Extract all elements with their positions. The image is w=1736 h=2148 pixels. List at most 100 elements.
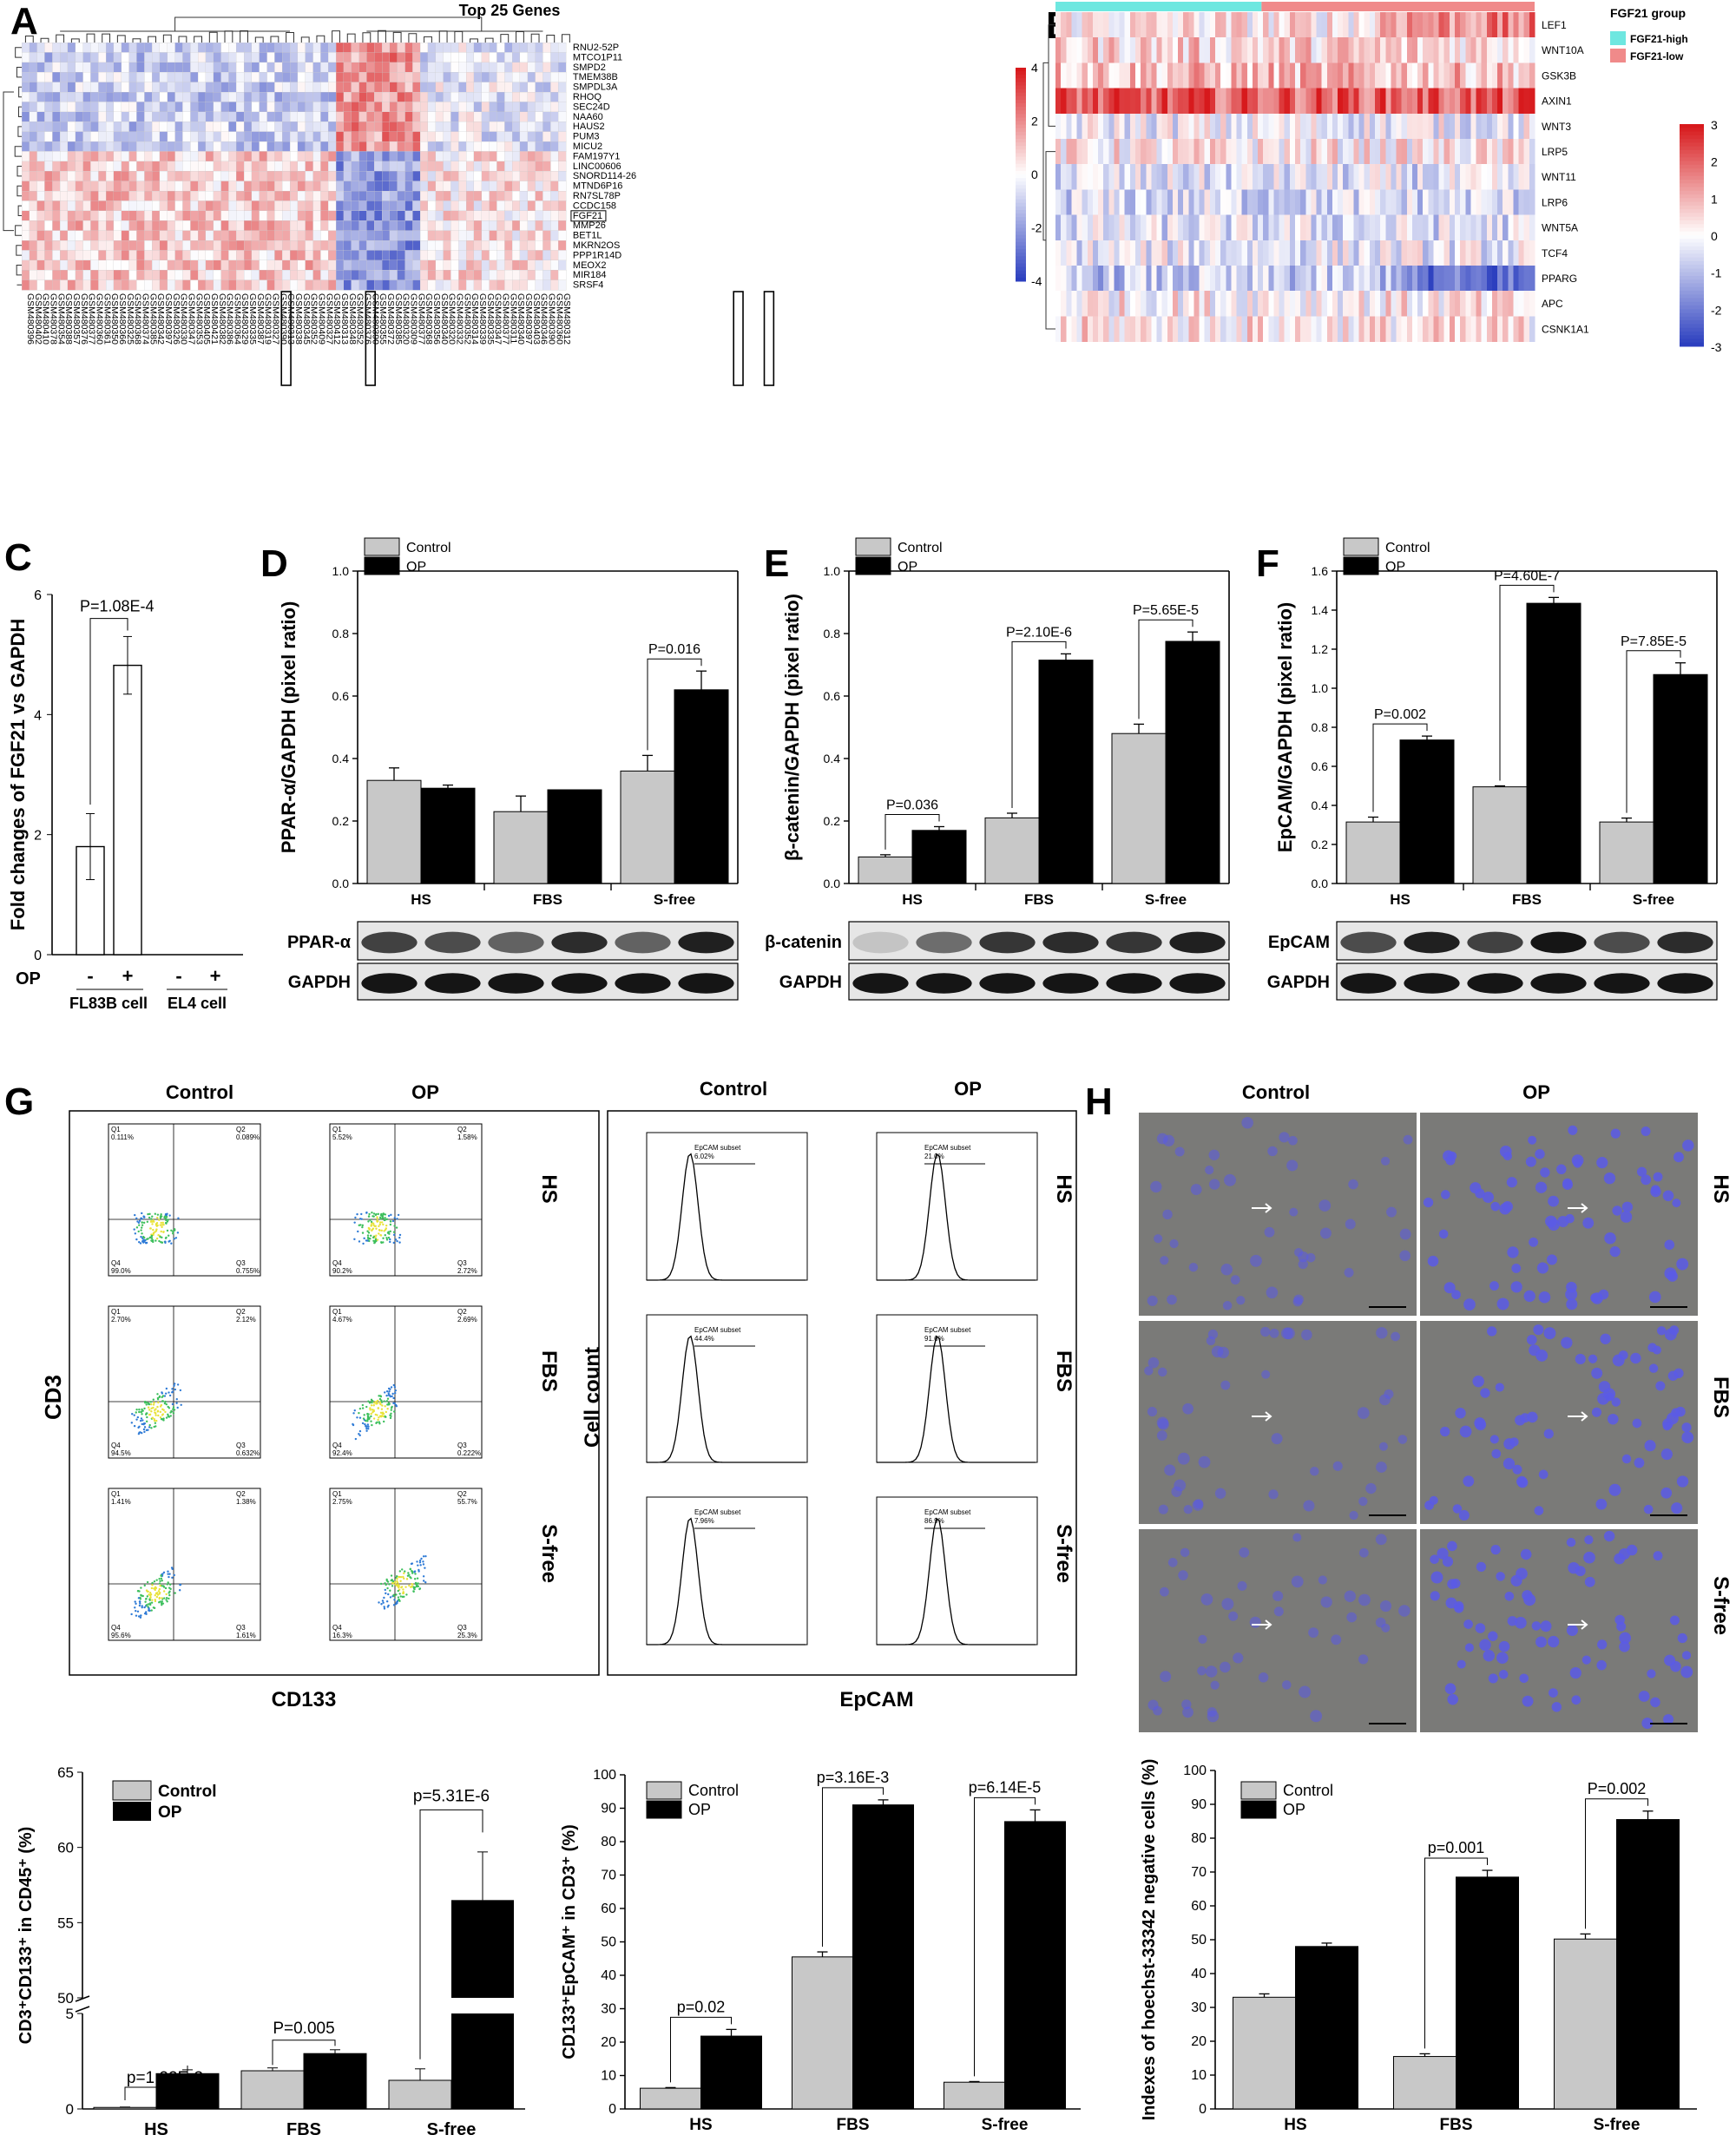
heatmap-cell [1082, 113, 1088, 140]
heatmap-cell [320, 270, 329, 281]
heatmap-cell [412, 161, 421, 172]
heatmap-cell [259, 220, 268, 232]
subset-pct: 7.96% [694, 1517, 714, 1525]
heatmap-cell [335, 181, 345, 192]
cell-nucleus [1358, 1654, 1369, 1665]
sample-label: GSM480390 [546, 293, 556, 345]
heatmap-cell [412, 270, 421, 281]
y-tick-label: 0.2 [332, 814, 350, 828]
heatmap-cell [1241, 266, 1248, 292]
heatmap-cell [113, 62, 122, 73]
event-dot [369, 1238, 372, 1240]
heatmap-cell [1518, 88, 1525, 114]
heatmap-cell [312, 131, 321, 142]
event-dot [396, 1218, 398, 1220]
heatmap-cell [1316, 37, 1323, 63]
gapdh-band [1404, 973, 1460, 994]
heatmap-cell [44, 259, 53, 271]
heatmap-cell [404, 240, 413, 251]
heatmap-cell [1076, 62, 1083, 89]
heatmap-cell [251, 250, 260, 261]
event-dot [152, 1398, 155, 1401]
heatmap-cell [435, 151, 444, 162]
heatmap-cell [44, 72, 53, 83]
event-dot [165, 1596, 168, 1600]
heatmap-cell [121, 200, 130, 212]
heatmap-cell [1082, 189, 1088, 215]
heatmap-cell [159, 270, 168, 281]
heatmap-cell [1417, 291, 1424, 317]
y-tick-label: 65 [57, 1764, 74, 1781]
subset-label: EpCAM subset [694, 1326, 741, 1334]
event-dot [165, 1222, 168, 1225]
legend-control-swatch [364, 537, 400, 556]
heatmap-cell [121, 171, 130, 182]
heatmap-cell [527, 240, 536, 251]
cell-nucleus [1162, 1134, 1175, 1146]
heatmap-cell [1385, 12, 1391, 38]
heatmap-cell [1076, 164, 1083, 190]
heatmap-cell [205, 122, 214, 133]
heatmap-cell [182, 259, 191, 271]
heatmap-cell [1209, 291, 1216, 317]
heatmap-cell [128, 91, 137, 102]
heatmap-cell [1529, 240, 1535, 266]
heatmap-cell [274, 82, 283, 93]
heatmap-cell [435, 122, 444, 133]
scale-gradient-step [1680, 154, 1704, 158]
heatmap-cell [52, 181, 61, 192]
cell-nucleus [1522, 1695, 1534, 1707]
heatmap-cell [274, 210, 283, 221]
heatmap-cell [1443, 37, 1450, 63]
legend-gradient-step [1016, 246, 1026, 250]
heatmap-cell [381, 240, 391, 251]
heatmap-cell [420, 171, 429, 182]
heatmap-cell [550, 161, 559, 172]
heatmap-cell [1108, 113, 1115, 140]
heatmap-cell [511, 279, 521, 291]
heatmap-cell [1396, 139, 1403, 165]
heatmap-cell [1119, 164, 1126, 190]
heatmap-cell [1055, 113, 1062, 140]
event-dot [159, 1217, 162, 1219]
cell-nucleus [1279, 1132, 1290, 1143]
heatmap-cell [557, 122, 567, 133]
heatmap-cell [136, 122, 145, 133]
heatmap-cell [1284, 88, 1291, 114]
heatmap-cell [1503, 88, 1509, 114]
heatmap-cell [1135, 240, 1141, 266]
event-dot [371, 1211, 373, 1214]
cell-nucleus [1491, 1448, 1502, 1459]
cell-nucleus [1147, 1407, 1158, 1417]
heatmap-cell [504, 210, 513, 221]
blot-label-gapdh: GAPDH [1267, 973, 1330, 992]
heatmap-cell [1358, 214, 1365, 240]
heatmap-cell [75, 52, 84, 63]
heatmap-cell [1300, 291, 1306, 317]
heatmap-cell [1204, 214, 1211, 240]
heatmap-cell [1332, 240, 1338, 266]
heatmap-cell [1443, 214, 1450, 240]
quadrant-q4-value: 94.5% [111, 1449, 131, 1457]
event-dot [422, 1580, 425, 1582]
heatmap-cell [274, 91, 283, 102]
heatmap-cell [121, 102, 130, 113]
heatmap-cell [1188, 189, 1194, 215]
heatmap-cell [1258, 240, 1264, 266]
heatmap-cell [113, 259, 122, 271]
heatmap-cell [1135, 139, 1141, 165]
cell-nucleus [1237, 1580, 1247, 1591]
heatmap-cell [144, 161, 153, 172]
heatmap-cell [1289, 88, 1296, 114]
heatmap-cell [1375, 139, 1381, 165]
heatmap-cell [1380, 214, 1386, 240]
heatmap-cell [44, 200, 53, 212]
subset-pct: 44.4% [694, 1335, 714, 1343]
histogram-curve [877, 1335, 1036, 1463]
heatmap-cell [435, 141, 444, 152]
heatmap-cell [1161, 164, 1168, 190]
heatmap-cell [527, 122, 536, 133]
heatmap-cell [60, 161, 69, 172]
heatmap-cell [159, 240, 168, 251]
heatmap-cell [1172, 214, 1179, 240]
